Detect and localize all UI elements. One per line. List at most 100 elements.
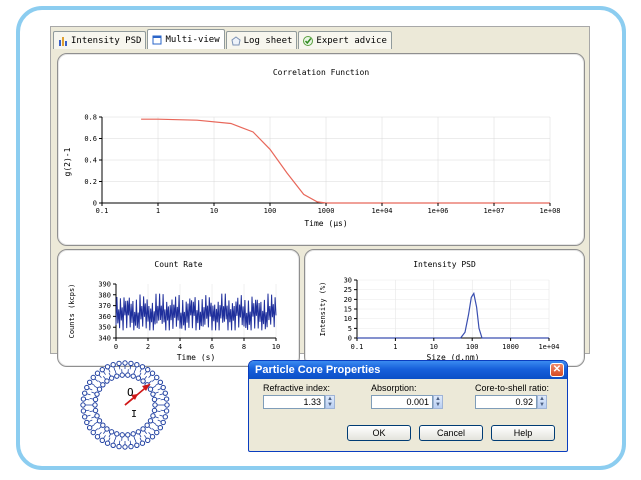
x-tick-label: 10 xyxy=(430,343,438,351)
x-tick-label: 1000 xyxy=(318,207,335,215)
lipid-head xyxy=(84,384,90,391)
lipid-head xyxy=(122,360,128,366)
absorption-field: Absorption: 0.001 ▲ ▼ xyxy=(371,383,443,409)
lipid-head xyxy=(135,375,142,381)
lipid-head xyxy=(104,426,110,432)
lipid-head xyxy=(147,418,154,424)
lipid-head xyxy=(149,434,156,440)
x-tick-label: 1 xyxy=(156,207,160,215)
y-tick-label: 390 xyxy=(98,281,111,289)
lipid-head xyxy=(134,362,140,368)
x-tick-label: 8 xyxy=(242,343,246,351)
y-tick-label: 0.2 xyxy=(84,178,97,186)
refractive-index-field: Refractive index: 1.33 ▲ ▼ xyxy=(263,383,335,409)
y-tick-label: 0.4 xyxy=(84,157,97,165)
tab-log-sheet[interactable]: Log sheet xyxy=(225,31,298,49)
lipid-head xyxy=(160,384,166,391)
x-tick-label: 100 xyxy=(466,343,479,351)
checkmark-icon xyxy=(303,35,314,46)
close-icon[interactable]: ✕ xyxy=(550,363,564,377)
count-rate-panel: Count Rate 0 2 4 6 8 10 340 350 360 370 380 390 Tim… xyxy=(57,249,300,367)
y-axis-label: Counts (kcps) xyxy=(68,284,76,339)
lipid-head xyxy=(114,373,120,379)
absorption-input[interactable]: 0.001 xyxy=(371,395,433,409)
count-rate-chart: 0 2 4 6 8 10 340 350 360 370 380 390 Time (s) Count… xyxy=(68,281,280,363)
lipid-head xyxy=(139,364,146,370)
dialog-title-bar[interactable]: Particle Core Properties xyxy=(249,361,567,379)
help-button[interactable]: Help xyxy=(491,425,555,441)
lipid-head xyxy=(145,366,151,373)
lipid-head xyxy=(116,360,122,367)
lipid-head xyxy=(134,442,140,448)
y-tick-label: 380 xyxy=(98,291,111,299)
spinner-arrows-icon[interactable]: ▲ ▼ xyxy=(325,395,335,409)
lipid-head xyxy=(92,402,98,408)
lipid-head xyxy=(80,408,87,414)
lipid-head xyxy=(104,364,111,370)
x-tick-label: 100 xyxy=(264,207,277,215)
lipid-head xyxy=(154,374,160,381)
ok-button[interactable]: OK xyxy=(347,425,411,441)
multi-window-icon xyxy=(152,35,162,44)
psd-peak xyxy=(357,291,549,339)
x-tick-label: 0.1 xyxy=(96,207,109,215)
vesicle-illustration: O I xyxy=(80,360,170,450)
lipid-head xyxy=(90,374,96,381)
lipid-head xyxy=(80,396,87,402)
lipid-head xyxy=(114,431,120,437)
lipid-head xyxy=(100,382,106,388)
lipid-head xyxy=(110,442,116,448)
lipid-head xyxy=(149,370,156,376)
x-tick-label: 10 xyxy=(272,343,280,351)
lipid-head xyxy=(80,402,86,408)
lipid-head xyxy=(145,437,151,444)
lipid-head xyxy=(92,407,99,414)
spinner-arrows-icon[interactable]: ▲ ▼ xyxy=(537,395,547,409)
correlation-function-panel: Correlation Function 0.1 1 10 100 1000 1e+04 1… xyxy=(57,53,585,246)
x-tick-label: 4 xyxy=(178,343,182,351)
cancel-button[interactable]: Cancel xyxy=(419,425,483,441)
field-label: Refractive index: xyxy=(263,383,331,393)
lipid-head xyxy=(94,413,100,419)
lipid-head xyxy=(154,429,160,436)
spinner-arrows-icon[interactable]: ▲ ▼ xyxy=(433,395,443,409)
y-tick-label: 360 xyxy=(98,313,111,321)
lipid-head xyxy=(163,408,170,414)
tab-intensity-psd[interactable]: Intensity PSD xyxy=(53,31,147,49)
lipid-head xyxy=(94,391,100,397)
field-label: Core-to-shell ratio: xyxy=(475,383,550,393)
tab-label: Intensity PSD xyxy=(71,35,142,46)
field-label: Absorption: xyxy=(371,383,417,393)
y-tick-label: 0 xyxy=(348,335,352,343)
y-axis-label: g(2)-1 xyxy=(63,147,72,176)
lipid-head xyxy=(135,429,142,435)
refractive-index-input[interactable]: 1.33 xyxy=(263,395,325,409)
correlation-function-chart: 0.1 1 10 100 1000 1e+04 1e+06 1e+07 1e+08 0 0.2 0.4… xyxy=(63,114,561,229)
tab-multi-view[interactable]: Multi-view xyxy=(147,29,225,49)
bar-chart-icon xyxy=(59,36,67,46)
y-tick-label: 340 xyxy=(98,335,111,343)
lipid-head xyxy=(122,444,128,450)
x-tick-label: 2 xyxy=(146,343,150,351)
lipid-head xyxy=(150,413,156,419)
lipid-head xyxy=(104,440,111,446)
core-shell-ratio-field: Core-to-shell ratio: 0.92 ▲ ▼ xyxy=(475,383,549,409)
x-axis-label: Time (s) xyxy=(177,353,216,362)
y-tick-label: 25 xyxy=(344,286,352,294)
core-shell-ratio-input[interactable]: 0.92 xyxy=(475,395,537,409)
lipid-head xyxy=(84,419,90,426)
lipid-head xyxy=(150,391,156,397)
lipid-head xyxy=(144,422,150,428)
x-tick-label: 1e+06 xyxy=(427,207,448,215)
lipid-head xyxy=(128,360,134,367)
lipid-head xyxy=(90,429,96,436)
lipid-head xyxy=(82,414,88,420)
x-tick-label: 1e+04 xyxy=(538,343,559,351)
tab-label: Expert advice xyxy=(316,35,387,46)
lipid-head xyxy=(157,425,164,431)
lipid-head xyxy=(108,375,115,381)
x-axis-label: Size (d.nm) xyxy=(427,353,480,362)
tab-expert-advice[interactable]: Expert advice xyxy=(298,31,392,49)
zetasizer-window: Intensity PSD Multi-view Log sheet Exper… xyxy=(50,26,590,367)
